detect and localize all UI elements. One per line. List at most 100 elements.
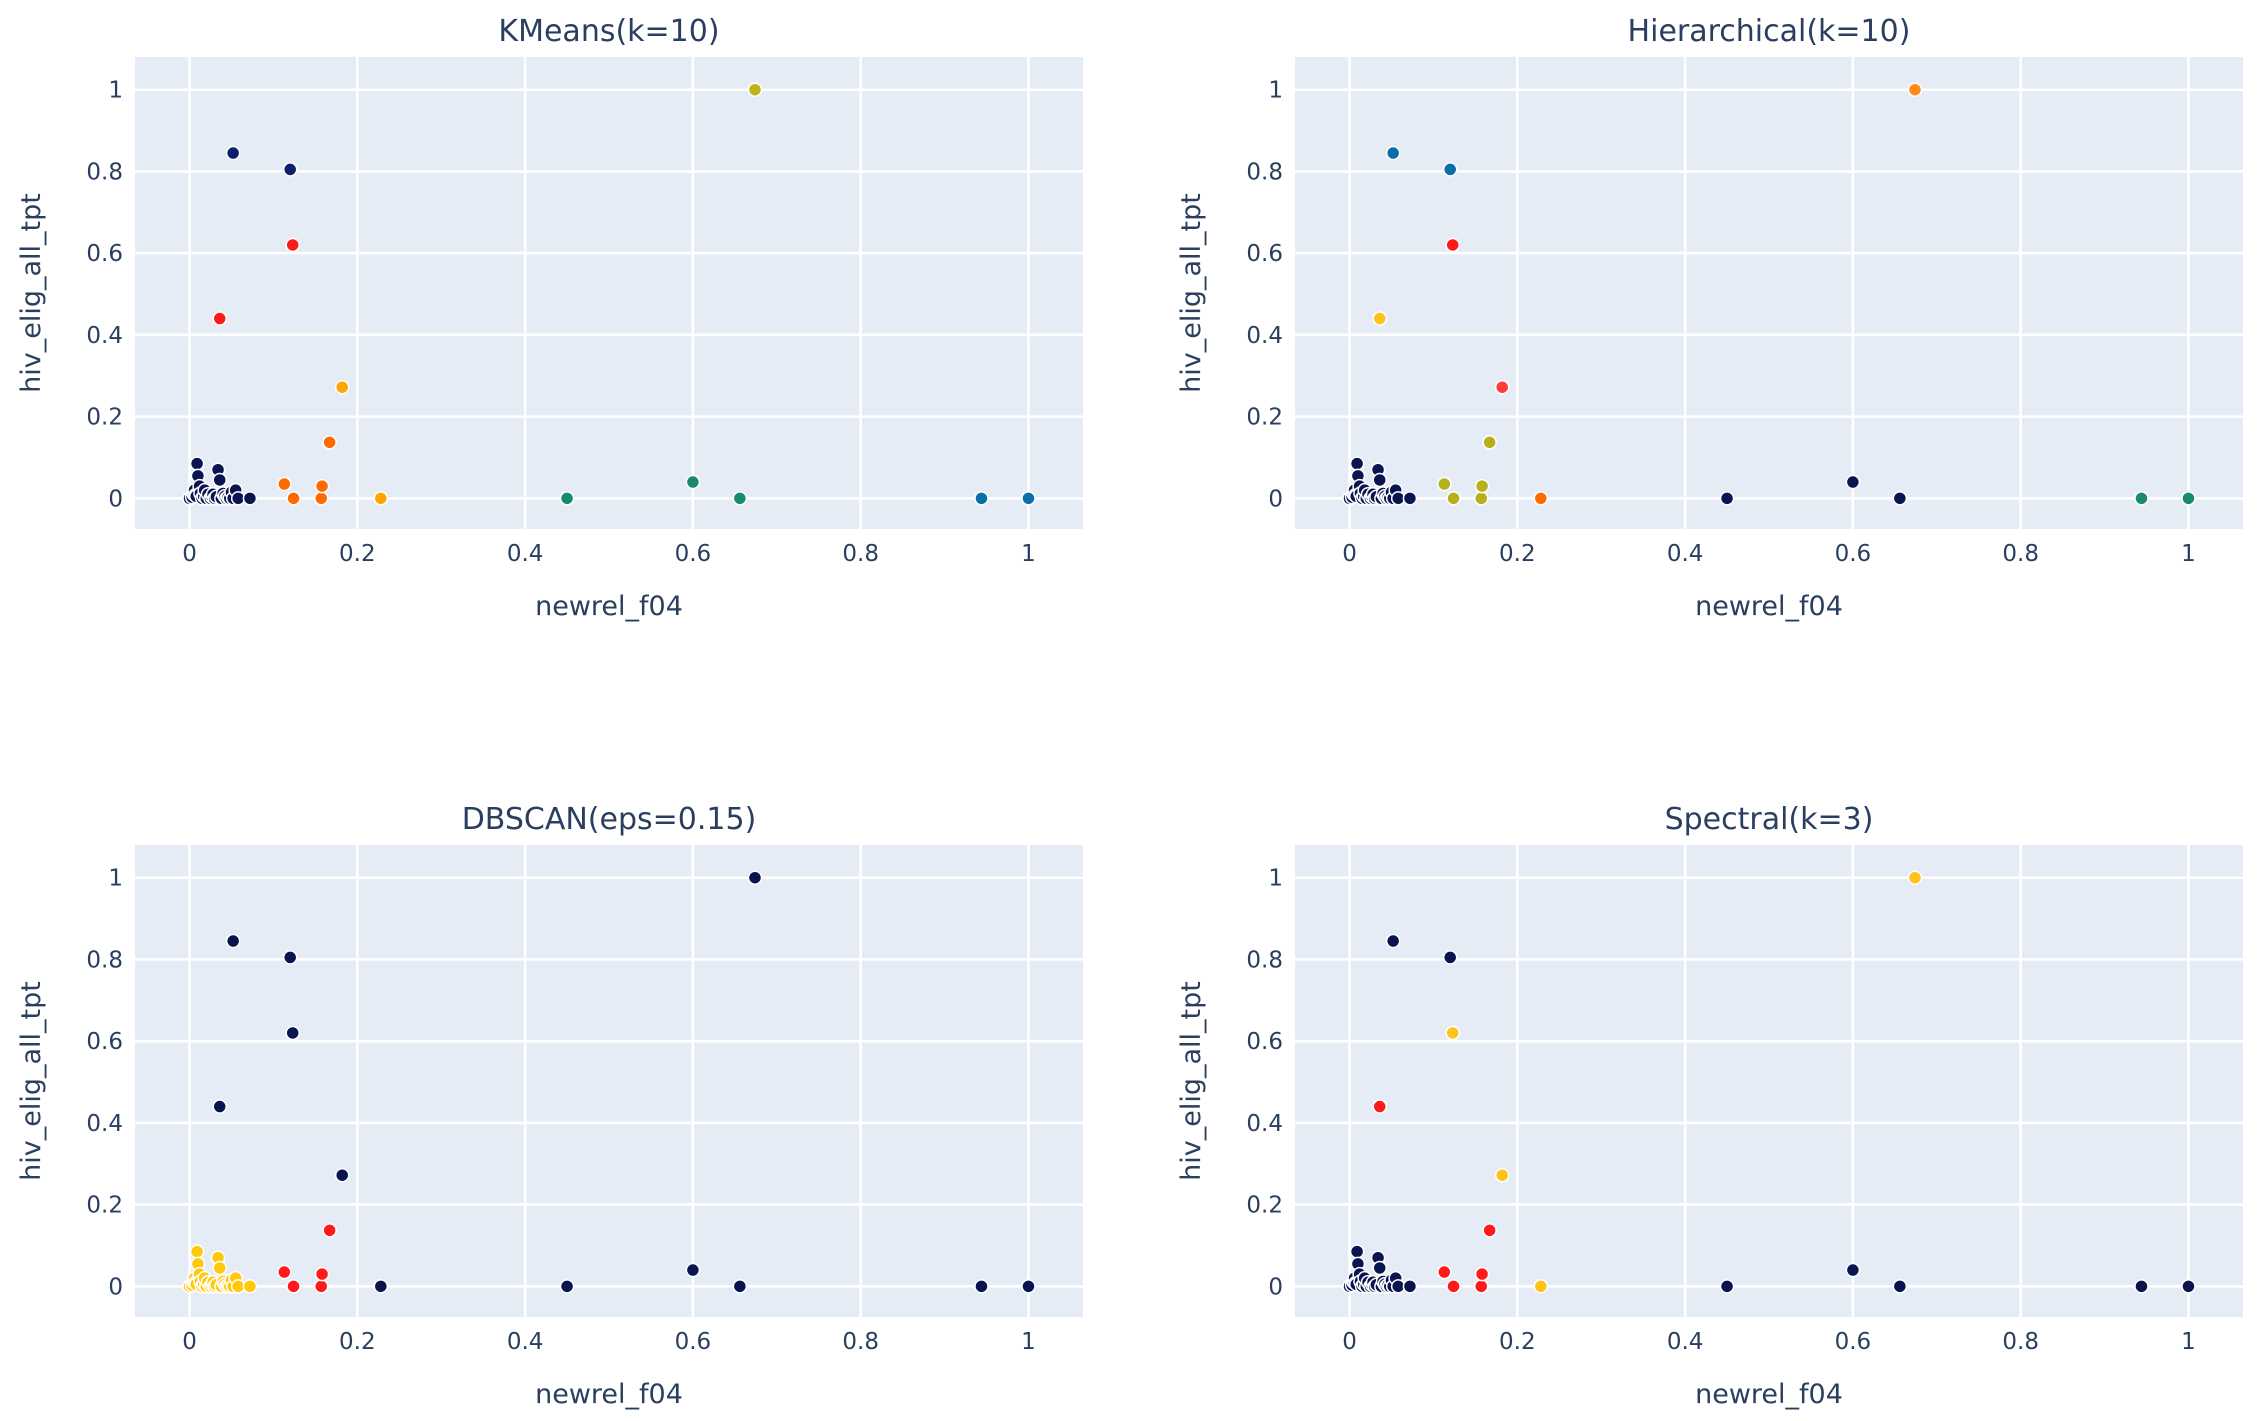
y-tick-label: 0.4	[86, 323, 123, 349]
data-point	[747, 82, 763, 97]
data-point	[1892, 491, 1908, 506]
y-tick-label: 1	[108, 866, 123, 892]
data-point	[974, 1279, 989, 1294]
data-point	[1533, 1279, 1549, 1294]
x-tick-label: 1	[1021, 1329, 1036, 1355]
series-2	[182, 1244, 258, 1294]
y-tick-label: 0.6	[86, 1029, 123, 1055]
x-tick-label: 0.8	[842, 1329, 879, 1355]
data-point	[225, 933, 241, 949]
data-point	[189, 1244, 205, 1259]
data-point	[1482, 1223, 1497, 1238]
data-point	[322, 1223, 337, 1238]
data-point	[1474, 1266, 1490, 1282]
series-6	[559, 474, 748, 506]
y-tick-label: 0.8	[86, 947, 123, 973]
x-axis-label: newrel_f04	[1695, 1379, 1843, 1410]
x-tick-label: 0.8	[2002, 541, 2039, 567]
data-point	[1474, 478, 1490, 494]
plot-background	[135, 57, 1083, 529]
y-tick-label: 1	[108, 78, 123, 104]
data-point	[1892, 1279, 1908, 1294]
x-tick-label: 0	[1342, 1329, 1357, 1355]
series-7	[747, 82, 763, 97]
y-tick-label: 0.2	[86, 1193, 123, 1219]
data-point	[313, 1279, 329, 1294]
data-point	[1402, 491, 1418, 506]
series-1	[212, 870, 1036, 1294]
series-3	[212, 237, 300, 326]
data-point	[314, 1266, 330, 1282]
subplot-title: Hierarchical(k=10)	[1628, 14, 1911, 49]
y-tick-label: 0.8	[1246, 159, 1283, 185]
data-point	[2181, 1279, 2196, 1294]
x-tick-label: 1	[2181, 1329, 2196, 1355]
data-point	[282, 162, 298, 177]
data-point	[1437, 476, 1452, 492]
series-5	[334, 379, 389, 506]
y-tick-label: 1	[1268, 866, 1283, 892]
data-point	[1349, 456, 1365, 471]
data-point	[2181, 491, 2196, 506]
data-point	[1349, 1244, 1365, 1259]
data-point	[1446, 1279, 1461, 1294]
y-axis-label: hiv_elig_all_tpt	[1176, 981, 1207, 1181]
series-3	[1445, 237, 1460, 253]
data-point	[747, 870, 763, 885]
subplot-4: 0 0.2 0.4 0.6 0.8 1 0 0.2 0.4 0.6 0.8 1 Spectral(k=3…	[1176, 802, 2243, 1410]
data-point	[1473, 1279, 1489, 1294]
data-point	[1442, 950, 1458, 965]
data-point	[1446, 491, 1461, 506]
x-tick-label: 0.6	[675, 541, 712, 567]
data-point	[373, 1279, 389, 1294]
data-point	[732, 491, 748, 506]
y-tick-label: 0.4	[86, 1111, 123, 1137]
data-point	[242, 1279, 258, 1294]
data-point	[1372, 472, 1387, 488]
x-axis-label: newrel_f04	[535, 591, 683, 622]
data-point	[1482, 435, 1497, 450]
data-point	[212, 1260, 227, 1276]
data-point	[285, 237, 300, 253]
x-axis-label: newrel_f04	[1695, 591, 1843, 622]
y-tick-label: 0	[1268, 486, 1283, 512]
data-point	[1907, 870, 1923, 885]
data-point	[189, 456, 205, 471]
y-tick-label: 0	[108, 1274, 123, 1300]
subplot-title: DBSCAN(eps=0.15)	[462, 802, 757, 837]
y-tick-label: 0	[1268, 1274, 1283, 1300]
data-point	[285, 1025, 300, 1041]
data-point	[2134, 1279, 2149, 1294]
data-point	[1372, 1260, 1387, 1276]
series-6	[1437, 435, 1497, 506]
data-point	[334, 1167, 350, 1183]
series-2	[1445, 870, 1923, 1294]
data-point	[313, 491, 329, 506]
x-tick-label: 0.6	[1835, 1329, 1872, 1355]
x-tick-label: 0.2	[339, 1329, 376, 1355]
y-tick-label: 0.2	[1246, 405, 1283, 431]
data-point	[1719, 491, 1735, 506]
data-point	[225, 145, 241, 161]
data-point	[1494, 379, 1510, 395]
data-point	[1445, 237, 1460, 253]
data-point	[1533, 491, 1549, 506]
data-point	[322, 435, 337, 450]
y-tick-label: 0.8	[86, 159, 123, 185]
x-tick-label: 0.2	[1499, 1329, 1536, 1355]
y-tick-label: 0.4	[1246, 1111, 1283, 1137]
data-point	[685, 474, 701, 490]
data-point	[732, 1279, 748, 1294]
series-8	[1907, 82, 1923, 97]
data-point	[1021, 491, 1036, 506]
data-point	[1372, 1099, 1387, 1114]
plot-background	[1295, 57, 2243, 529]
x-tick-label: 0.4	[507, 541, 544, 567]
data-point	[685, 1262, 701, 1278]
y-tick-label: 0.2	[86, 405, 123, 431]
y-axis-label: hiv_elig_all_tpt	[1176, 193, 1207, 393]
data-point	[1442, 162, 1458, 177]
x-tick-label: 0.4	[1667, 541, 1704, 567]
y-tick-label: 1	[1268, 78, 1283, 104]
